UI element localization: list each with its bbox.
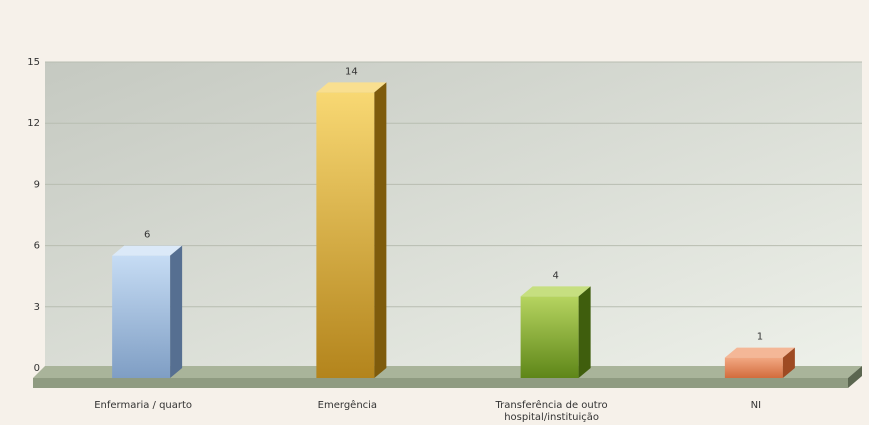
x-tick-label: hospital/instituição [504,412,599,423]
bar-top [316,82,387,93]
y-tick-label: 12 [27,118,40,129]
bar [316,82,387,379]
bar-front [316,92,375,379]
y-tick-label: 0 [34,363,40,374]
x-tick-label: NI [751,400,761,411]
bar-front [112,255,171,378]
bar-top [112,245,183,256]
floor-side [848,366,862,388]
bar-top [520,286,591,297]
y-tick-label: 6 [34,241,40,252]
bar-front [724,357,783,378]
bar-front [520,296,579,378]
x-tick-label: Transferência de outro [495,399,608,411]
floor-top [33,366,862,378]
bar-top [724,347,795,358]
chart-floor [33,366,862,388]
y-tick-label: 15 [27,57,40,68]
data-label: 1 [757,332,763,343]
bar-side [782,347,795,378]
y-tick-label: 9 [34,179,40,190]
bar-side [170,245,183,378]
bar [520,286,591,378]
bar-side [374,82,387,379]
data-label: 6 [144,230,150,241]
x-tick-label: Emergência [318,399,377,411]
floor-front [33,378,848,388]
x-tick-label: Enfermaria / quarto [94,400,192,411]
bar-side [578,286,591,378]
data-label: 4 [552,270,558,281]
bar [112,245,183,378]
y-axis: 0 3 6 9 12 15 [27,57,40,374]
data-label: 14 [345,66,358,77]
bars: 6 14 4 1 [112,66,795,379]
y-tick-label: 3 [34,302,40,313]
bar [724,347,795,378]
category-axis: Enfermaria / quarto Emergência Transferênc… [94,399,761,423]
